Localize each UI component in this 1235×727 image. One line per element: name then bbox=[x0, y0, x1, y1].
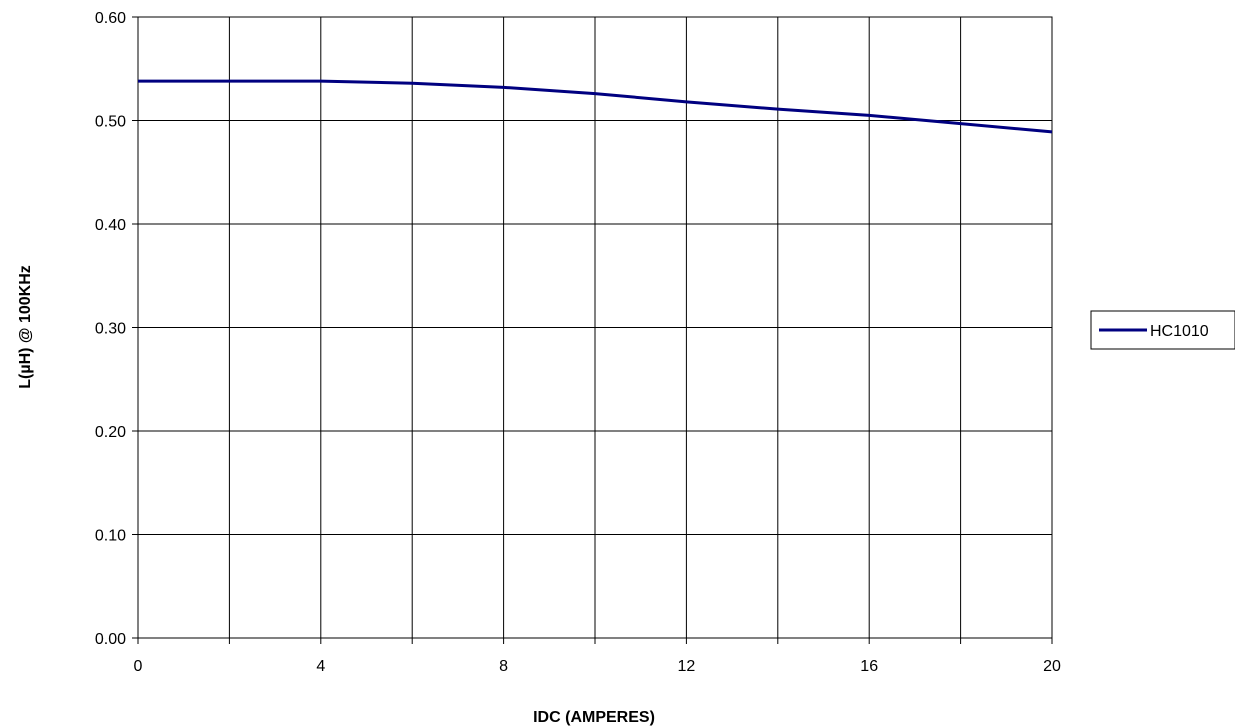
y-tick-label: 0.10 bbox=[95, 528, 126, 545]
grid-lines bbox=[138, 17, 1052, 638]
x-axis-title: IDC (AMPERES) bbox=[533, 709, 655, 726]
x-tick-label: 12 bbox=[678, 658, 696, 675]
y-tick-label: 0.00 bbox=[95, 631, 126, 648]
y-tick-label: 0.50 bbox=[95, 114, 126, 131]
y-tick-label: 0.20 bbox=[95, 424, 126, 441]
x-axis-ticks: 0 4 8 12 16 20 bbox=[134, 638, 1061, 675]
x-tick-label: 20 bbox=[1043, 658, 1061, 675]
y-tick-label: 0.30 bbox=[95, 321, 126, 338]
y-axis-title: L(µH) @ 100KHz bbox=[17, 265, 34, 389]
y-tick-label: 0.60 bbox=[95, 10, 126, 27]
x-tick-label: 0 bbox=[134, 658, 143, 675]
legend: HC1010 bbox=[1090, 310, 1235, 350]
x-tick-label: 4 bbox=[316, 658, 325, 675]
y-tick-label: 0.40 bbox=[95, 217, 126, 234]
series-line-hc1010 bbox=[138, 79, 1053, 134]
series-layer bbox=[138, 79, 1053, 134]
x-tick-label: 8 bbox=[499, 658, 508, 675]
x-tick-label: 16 bbox=[860, 658, 878, 675]
legend-label-hc1010: HC1010 bbox=[1150, 323, 1209, 340]
y-axis-ticks: 0.00 0.10 0.20 0.30 0.40 0.50 0.60 bbox=[95, 10, 138, 648]
